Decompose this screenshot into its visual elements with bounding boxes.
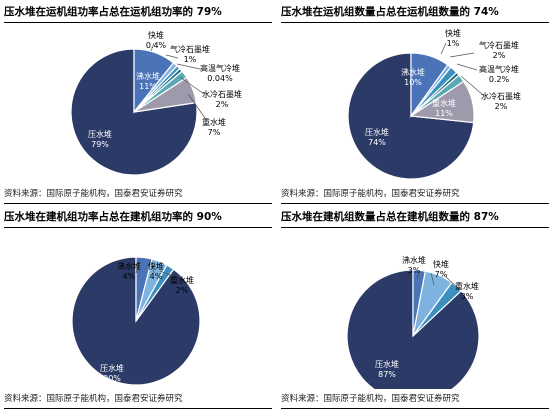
- leader-line-重水堆: [187, 93, 206, 119]
- leader-line-沸水堆: [416, 272, 420, 280]
- slice-value-沸水堆: 10%: [404, 78, 422, 87]
- slice-label-沸水堆: 沸水堆: [402, 255, 426, 265]
- slice-label-沸水堆: 沸水堆: [136, 71, 160, 81]
- leader-line-水冷石墨堆: [460, 75, 484, 96]
- slice-value-压水堆: 79%: [91, 140, 109, 149]
- source-note: 资料来源：国际原子能机构，国泰君安证券研究: [281, 186, 549, 204]
- slice-label-水冷石墨堆: 水冷石墨堆: [202, 89, 242, 99]
- leader-line-快堆: [440, 42, 447, 55]
- chart-title: 压水堆在建机组数量占总在建机组数量的 87%: [281, 209, 549, 228]
- slice-value-气冷石墨堆: 1%: [184, 55, 197, 64]
- slice-value-快堆: 4%: [150, 272, 163, 281]
- slice-label-重水堆: 重水堆: [170, 275, 194, 285]
- pie-slice-重水堆: [409, 80, 475, 124]
- slice-label-快堆: 快堆: [445, 28, 461, 38]
- leader-line-快堆: [430, 272, 435, 286]
- chart-title: 压水堆在建机组功率占总在建机组功率的 90%: [4, 209, 272, 228]
- slice-label-压水堆: 压水堆: [365, 127, 389, 137]
- slice-value-快堆: 7%: [435, 270, 448, 279]
- leader-line-快堆: [150, 42, 155, 52]
- pie-slice-压水堆: [71, 256, 201, 386]
- slice-value-沸水堆: 4%: [123, 272, 136, 281]
- slice-value-沸水堆: 3%: [408, 266, 421, 275]
- pie-slices: [347, 52, 475, 180]
- slice-value-高温气冷堆: 0.04%: [207, 74, 233, 83]
- slice-value-高温气冷堆: 0.2%: [489, 75, 510, 84]
- leader-line-沸水堆: [135, 258, 141, 274]
- chart-panel-construction-capacity: 压水堆在建机组功率占总在建机组功率的 90% 压水堆 90% 沸水堆 4% 快堆 4% 重水…: [4, 209, 272, 409]
- slice-label-快堆: 快堆: [148, 261, 164, 271]
- slice-value-水冷石墨堆: 2%: [495, 102, 508, 111]
- slice-label-高温气冷堆: 高温气冷堆: [200, 63, 240, 73]
- slice-value-重水堆: 3%: [461, 292, 474, 301]
- slice-value-气冷石墨堆: 2%: [493, 51, 506, 60]
- slice-value-快堆: 0.4%: [146, 41, 167, 50]
- chart-panel-construction-units: 压水堆在建机组数量占总在建机组数量的 87% 压水堆 87% 沸水堆 3% 快堆 7% 重水…: [281, 209, 549, 409]
- leader-line-快堆: [149, 258, 155, 274]
- pie-slices: [71, 256, 201, 386]
- leader-line-重水堆: [159, 270, 176, 278]
- slice-label-沸水堆: 沸水堆: [117, 261, 141, 271]
- source-note: 资料来源：国际原子能机构，国泰君安证券研究: [4, 391, 272, 409]
- slice-label-沸水堆: 沸水堆: [401, 67, 425, 77]
- slice-label-压水堆: 压水堆: [88, 129, 112, 139]
- leader-line-重水堆: [445, 276, 460, 290]
- pie-slice-重水堆: [133, 76, 197, 113]
- slice-value-重水堆: 2%: [176, 286, 189, 295]
- slice-value-压水堆: 87%: [378, 370, 396, 379]
- pie-slices: [70, 48, 198, 176]
- source-note: 资料来源：国际原子能机构，国泰君安证券研究: [4, 186, 272, 204]
- slice-value-沸水堆: 11%: [139, 82, 157, 91]
- slice-label-压水堆: 压水堆: [100, 363, 124, 373]
- slice-value-压水堆: 74%: [368, 138, 386, 147]
- leader-line-气冷石墨堆: [449, 52, 475, 58]
- slice-value-快堆: 1%: [447, 39, 460, 48]
- pie-slices: [346, 269, 480, 389]
- chart-title: 压水堆在运机组数量占总在运机组数量的 74%: [281, 4, 549, 23]
- slice-value-重水堆: 11%: [435, 109, 453, 118]
- slice-label-气冷石墨堆: 气冷石墨堆: [479, 40, 519, 50]
- source-note: 资料来源：国际原子能机构，国泰君安证券研究: [281, 391, 549, 409]
- slice-label-快堆: 快堆: [148, 30, 164, 40]
- pie-slice-重水堆: [135, 264, 175, 322]
- leader-line-气冷石墨堆: [165, 54, 179, 59]
- leader-line-高温气冷堆: [456, 63, 478, 71]
- slice-label-重水堆: 重水堆: [432, 98, 456, 108]
- slice-label-水冷石墨堆: 水冷石墨堆: [481, 91, 521, 101]
- slice-value-重水堆: 7%: [208, 128, 221, 137]
- slice-label-重水堆: 重水堆: [455, 281, 479, 291]
- slice-label-气冷石墨堆: 气冷石墨堆: [170, 44, 210, 54]
- leader-line-水冷石墨堆: [179, 76, 205, 95]
- slice-label-高温气冷堆: 高温气冷堆: [479, 64, 519, 74]
- chart-title: 压水堆在运机组功率占总在运机组功率的 79%: [4, 4, 272, 23]
- chart-panel-operating-units: 压水堆在运机组数量占总在运机组数量的 74% 压水堆 74% 沸水堆 10% 快堆 1% 气…: [281, 4, 549, 204]
- pie-slice-压水堆: [346, 269, 480, 389]
- slice-value-水冷石墨堆: 2%: [216, 100, 229, 109]
- chart-panel-operating-capacity: 压水堆在运机组功率占总在运机组功率的 79% 压水堆 79% 沸水堆 11% 快堆 0.4…: [4, 4, 272, 204]
- slice-label-压水堆: 压水堆: [375, 359, 399, 369]
- slice-value-压水堆: 90%: [103, 374, 121, 383]
- slice-label-重水堆: 重水堆: [202, 117, 226, 127]
- slice-label-快堆: 快堆: [433, 259, 449, 269]
- leader-line-高温气冷堆: [176, 63, 201, 70]
